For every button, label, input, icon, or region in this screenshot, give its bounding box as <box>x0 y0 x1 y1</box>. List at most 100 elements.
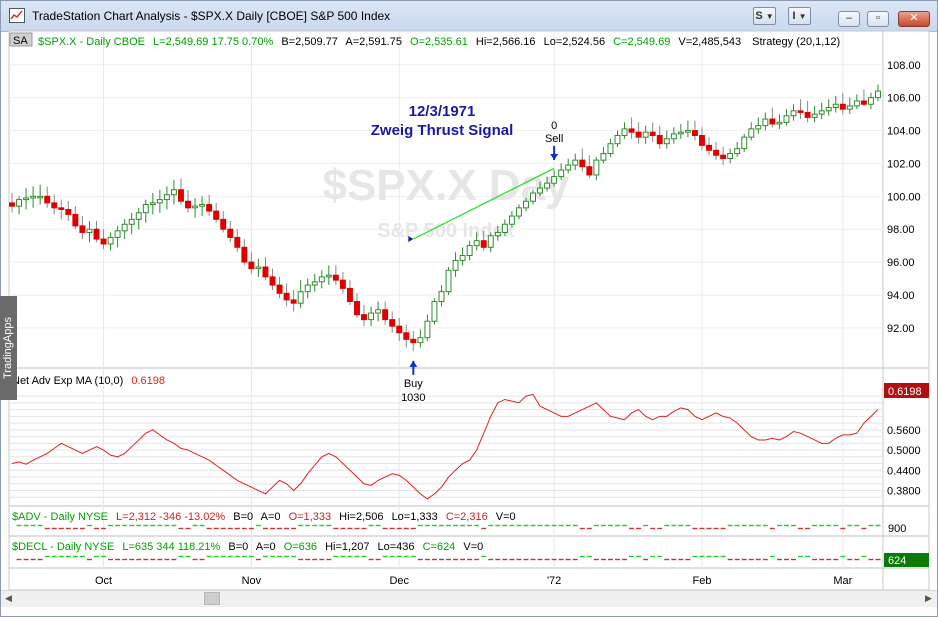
price-bar <box>523 200 529 209</box>
indicator-tick-label: 0.5600 <box>887 425 921 437</box>
price-bar <box>410 338 417 344</box>
price-bar <box>93 228 100 240</box>
price-bar <box>706 144 712 151</box>
price-bar <box>72 213 79 227</box>
indicator-value: 0.6198 <box>131 375 165 387</box>
price-bar <box>600 153 607 161</box>
price-bar <box>832 103 839 109</box>
price-bar <box>283 292 290 301</box>
price-bar <box>860 100 867 105</box>
buy-label: Buy <box>404 378 423 390</box>
time-axis: Oct Nov Dec '72 Feb Mar <box>95 575 853 587</box>
price-bar <box>199 204 206 207</box>
price-bar <box>853 100 860 107</box>
adv-volume: V=0 <box>496 511 516 523</box>
price-bar <box>9 202 15 207</box>
price-bar <box>691 130 698 136</box>
price-bar <box>163 194 170 201</box>
decl-last-label: 624 <box>888 555 906 567</box>
decl-high: Hi=1,207 <box>325 541 369 553</box>
indicator-line <box>11 393 879 500</box>
price-bar <box>727 153 734 160</box>
close-button[interactable]: ✕ <box>898 11 930 27</box>
decl-ask: A=0 <box>256 541 276 553</box>
price-bar <box>621 128 628 136</box>
scroll-right-icon[interactable]: ▶ <box>925 593 932 603</box>
decl-close: C=624 <box>423 541 456 553</box>
indicator-last-badge <box>884 383 929 398</box>
price-last: L=2,549.69 17.75 0.70% <box>153 36 273 48</box>
adv-last: L=2,312 -346 -13.02% <box>116 511 225 523</box>
price-bar <box>438 291 445 303</box>
price-bar <box>748 128 755 138</box>
horizontal-scrollbar[interactable]: ◀ ▶ <box>1 590 937 607</box>
price-bar <box>649 131 656 136</box>
i-menu-button[interactable]: I ▼ <box>788 7 811 25</box>
minimize-button[interactable]: – <box>838 11 860 27</box>
price-bar <box>79 225 86 233</box>
price-bar <box>382 309 389 321</box>
price-bar <box>769 118 776 125</box>
price-bar <box>23 197 30 201</box>
price-tick-label: 104.00 <box>887 126 921 138</box>
price-bar <box>304 284 311 293</box>
trading-apps-tab[interactable]: TradingApps <box>0 296 17 400</box>
price-bar <box>445 269 452 293</box>
price-bar <box>107 236 114 245</box>
price-bar <box>220 218 227 230</box>
scroll-left-icon[interactable]: ◀ <box>5 593 12 603</box>
watermark-name: S&P 500 Index <box>377 220 514 242</box>
price-bar <box>248 261 255 270</box>
trading-apps-label: TradingApps <box>2 317 14 379</box>
price-tick-label: 98.00 <box>887 224 915 236</box>
price-bar <box>551 176 558 184</box>
price-high: Hi=2,566.16 <box>476 36 536 48</box>
adv-status-line: $ADV - Daily NYSE L=2,312 -346 -13.02% B… <box>12 511 516 523</box>
price-bar <box>389 319 396 327</box>
price-bar <box>586 166 593 176</box>
price-bar <box>530 192 536 202</box>
price-bar <box>459 254 466 261</box>
window-title: TradeStation Chart Analysis - $SPX.X Dai… <box>32 9 391 23</box>
price-tick-label: 106.00 <box>887 93 921 105</box>
decl-open: O=636 <box>284 541 317 553</box>
adv-low: Lo=1,333 <box>392 511 438 523</box>
price-bar <box>790 110 797 117</box>
strategy-label: Strategy (20,1,12) <box>752 36 840 48</box>
price-bar <box>565 164 572 171</box>
adv-axis-label: 900 <box>888 523 906 535</box>
s-menu-button[interactable]: S ▼ <box>753 7 776 25</box>
title-bar[interactable]: TradeStation Chart Analysis - $SPX.X Dai… <box>1 1 937 32</box>
sa-badge[interactable] <box>9 32 33 47</box>
price-bar <box>875 90 881 99</box>
decl-status-line: $DECL - Daily NYSE L=635 344 118.21% B=0… <box>12 541 483 553</box>
price-bar <box>297 291 304 304</box>
price-bar <box>713 149 720 156</box>
price-bar <box>670 133 677 140</box>
buy-arrow-icon <box>409 360 418 367</box>
adv-high: Hi=2,506 <box>339 511 383 523</box>
indicator-layer <box>11 393 879 500</box>
price-bar <box>206 204 213 212</box>
price-bar <box>663 138 670 145</box>
price-bar <box>325 274 332 278</box>
price-bar <box>128 218 135 225</box>
time-axis-label: Nov <box>242 575 262 587</box>
price-bar <box>290 299 297 304</box>
time-axis-label: Oct <box>95 575 112 587</box>
restore-button[interactable]: ▫ <box>867 11 889 27</box>
time-axis-label: Feb <box>692 575 711 587</box>
scroll-thumb[interactable] <box>204 592 220 605</box>
price-close: C=2,549.69 <box>613 36 670 48</box>
close-icon: ✕ <box>909 12 919 24</box>
price-bar <box>515 207 522 217</box>
price-bar <box>185 200 191 209</box>
i-menu-label: I <box>792 10 796 22</box>
indicator-name: Net Adv Exp MA (10,0) <box>12 375 123 387</box>
price-bar <box>361 314 367 321</box>
indicator-tick-label: 0.5000 <box>887 445 921 457</box>
trade-line <box>413 167 555 240</box>
indicator-grid <box>9 395 883 498</box>
sell-arrow-icon <box>550 154 559 161</box>
price-bar <box>776 121 783 125</box>
